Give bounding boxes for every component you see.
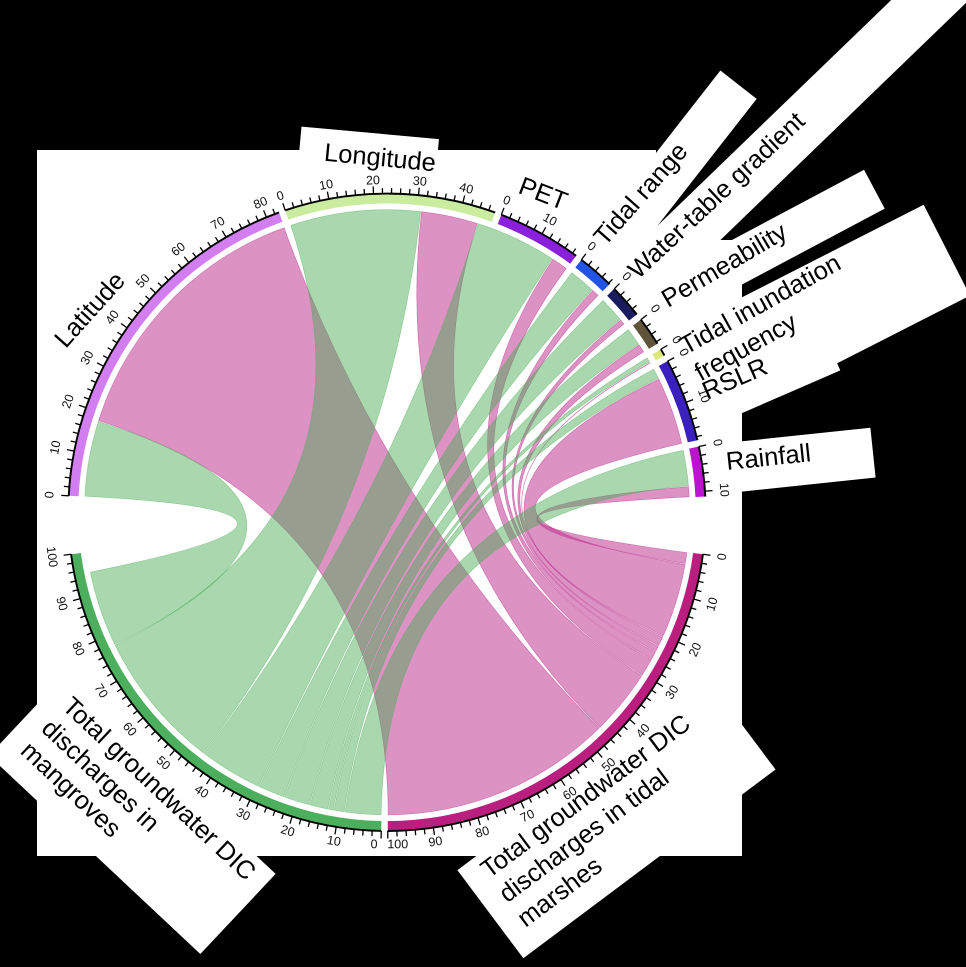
svg-text:10: 10	[47, 439, 63, 455]
svg-text:100: 100	[44, 546, 61, 569]
svg-text:100: 100	[387, 837, 408, 851]
svg-text:90: 90	[428, 834, 444, 850]
svg-text:0: 0	[370, 837, 377, 851]
svg-text:20: 20	[366, 173, 381, 188]
svg-text:0: 0	[42, 491, 56, 499]
svg-text:10: 10	[318, 177, 334, 193]
svg-text:10: 10	[326, 833, 342, 849]
svg-text:10: 10	[717, 482, 732, 497]
